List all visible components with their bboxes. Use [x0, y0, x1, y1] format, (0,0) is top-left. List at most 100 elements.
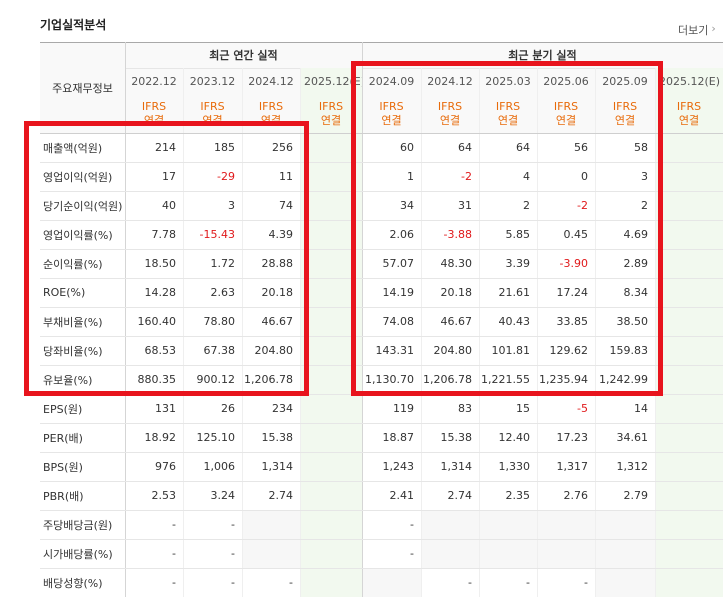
section-title: 기업실적분석 — [40, 18, 107, 32]
value-cell: - — [172, 576, 176, 589]
value-cell: - — [410, 518, 414, 531]
row-label: 당좌비율(%) — [43, 344, 103, 358]
basis-text: 연결 — [143, 114, 165, 127]
basis-text: 연결 — [555, 114, 577, 127]
basis-text: 연결 — [439, 114, 461, 127]
value-cell: 28.88 — [261, 257, 294, 270]
row-divider — [40, 336, 723, 337]
empty-cell — [422, 511, 479, 539]
more-link[interactable]: 더보기 › — [678, 22, 716, 38]
value-cell: 234 — [272, 402, 293, 415]
column-date: 2025.12(E) — [659, 75, 721, 88]
row-divider — [40, 452, 723, 453]
value-cell: 34 — [400, 199, 414, 212]
row-divider — [40, 220, 723, 221]
value-cell: 57.07 — [382, 257, 415, 270]
value-cell: 15.38 — [261, 431, 294, 444]
value-cell: 18.50 — [144, 257, 177, 270]
value-cell: 2.79 — [623, 489, 649, 502]
value-cell: 64 — [458, 141, 472, 154]
standard-text: IFRS — [141, 100, 167, 113]
value-cell: 74.08 — [382, 315, 415, 328]
row-label: 영업이익(억원) — [43, 170, 113, 184]
row-label: PER(배) — [43, 431, 83, 445]
value-cell: 1,206.78 — [244, 373, 293, 386]
value-cell: 2.41 — [389, 489, 415, 502]
value-cell: - — [231, 518, 235, 531]
value-cell: 160.40 — [137, 315, 177, 328]
column-divider — [300, 68, 301, 597]
value-cell: 4 — [523, 170, 530, 183]
value-cell: 125.10 — [196, 431, 236, 444]
value-cell: 2.06 — [389, 228, 415, 241]
value-cell: 2 — [523, 199, 530, 212]
empty-cell — [596, 540, 655, 568]
standard-text: IFRS — [437, 100, 463, 113]
value-cell: 14 — [634, 402, 648, 415]
value-cell: 38.50 — [616, 315, 649, 328]
row-divider — [40, 278, 723, 279]
value-cell: 34.61 — [616, 431, 649, 444]
value-cell: 14.19 — [382, 286, 415, 299]
more-icon[interactable]: › — [711, 22, 716, 35]
value-cell: -5 — [577, 402, 588, 415]
empty-cell — [363, 569, 421, 597]
value-cell: 18.87 — [382, 431, 415, 444]
table-top-border — [40, 42, 723, 43]
value-cell: 17.23 — [556, 431, 589, 444]
value-cell: 78.80 — [203, 315, 236, 328]
standard-text: IFRS — [495, 100, 521, 113]
empty-cell — [243, 511, 300, 539]
value-cell: 2.89 — [623, 257, 649, 270]
empty-cell — [538, 540, 595, 568]
value-cell: 15.38 — [440, 431, 473, 444]
value-cell: 58 — [634, 141, 648, 154]
row-divider — [40, 162, 723, 163]
basis-text: 연결 — [202, 114, 223, 127]
value-cell: 11 — [279, 170, 293, 183]
row-label: 시가배당률(%) — [43, 547, 113, 561]
value-cell: 214 — [155, 141, 176, 154]
value-cell: 1,312 — [616, 460, 649, 473]
column-standard: IFRS 연결 — [595, 95, 655, 133]
value-cell: 1,006 — [203, 460, 236, 473]
value-cell: 185 — [214, 141, 235, 154]
basis-text: 연결 — [260, 114, 282, 127]
value-cell: - — [231, 547, 235, 560]
value-cell: 83 — [458, 402, 472, 415]
value-cell: 12.40 — [498, 431, 531, 444]
value-cell: 0.45 — [563, 228, 589, 241]
row-label: ROE(%) — [43, 286, 86, 299]
column-date: 2025.12(E) — [304, 75, 362, 88]
empty-cell — [243, 540, 300, 568]
row-divider — [40, 307, 723, 308]
value-cell: 48.30 — [440, 257, 473, 270]
value-cell: 4.39 — [268, 228, 294, 241]
column-divider — [242, 68, 243, 597]
row-divider — [40, 481, 723, 482]
estimate-column-bg — [655, 68, 723, 597]
value-cell: 159.83 — [609, 344, 649, 357]
basis-text: 연결 — [678, 114, 700, 127]
group-divider — [362, 42, 363, 597]
column-divider — [537, 68, 538, 597]
more-text[interactable]: 더보기 — [678, 24, 709, 37]
value-cell: 1.72 — [210, 257, 236, 270]
column-divider — [655, 68, 656, 597]
standard-text: IFRS — [553, 100, 579, 113]
row-label: BPS(원) — [43, 460, 83, 474]
value-cell: 3.24 — [210, 489, 236, 502]
row-divider — [40, 191, 723, 192]
standard-text: IFRS — [318, 100, 344, 113]
column-standard: IFRS 연결 — [125, 95, 183, 133]
value-cell: 40.43 — [498, 315, 531, 328]
value-cell: 1,314 — [440, 460, 473, 473]
row-divider — [40, 539, 723, 540]
value-cell: 31 — [458, 199, 472, 212]
header-divider — [125, 68, 362, 69]
value-cell: 8.34 — [623, 286, 649, 299]
value-cell: 119 — [393, 402, 414, 415]
corner-label: 주요재무정보 — [52, 81, 113, 95]
